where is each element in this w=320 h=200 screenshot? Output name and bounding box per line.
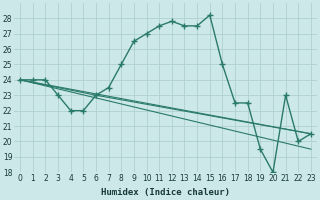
X-axis label: Humidex (Indice chaleur): Humidex (Indice chaleur) [101,188,230,197]
